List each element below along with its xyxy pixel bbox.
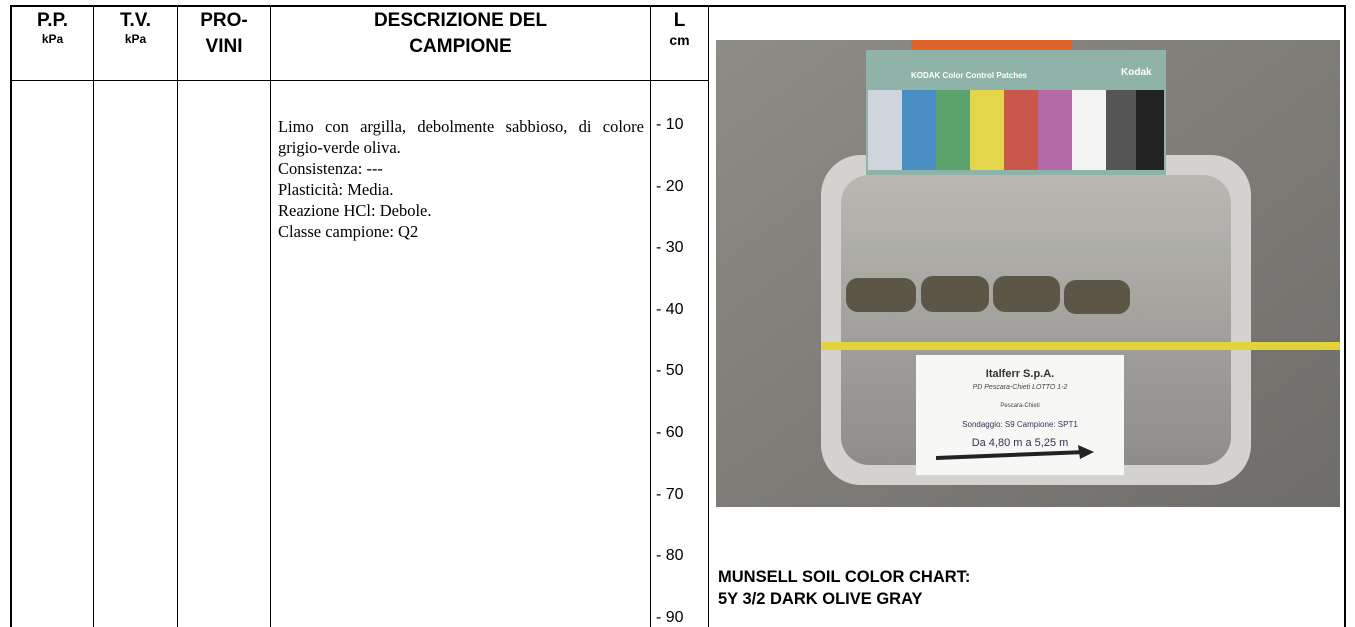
rule (650, 5, 651, 627)
rule (10, 5, 12, 627)
photo-text: Da 4,80 m a 5,25 m (972, 437, 1069, 449)
description: Limo con argilla, debolmente sabbioso, d… (278, 116, 644, 242)
sample-photo: KODAK Color Control Patches Kodak Italfe… (716, 40, 1340, 507)
depth-mark: - 90 (656, 608, 684, 626)
depth-mark: - 50 (656, 362, 684, 380)
description-line: Classe campione: Q2 (278, 222, 419, 241)
photo-text: KODAK Color Control Patches (911, 71, 1028, 80)
photo-text: PD Pescara-Chieti LOTTO 1-2 (973, 384, 1068, 391)
depth-mark: - 60 (656, 424, 684, 441)
rule (1344, 5, 1346, 627)
munsell-line: MUNSELL SOIL COLOR CHART: (718, 568, 971, 586)
header-title: T.V. (120, 10, 151, 31)
depth-mark: - 80 (656, 547, 684, 565)
header-title: L (673, 10, 686, 31)
header-unit: cm (669, 32, 690, 48)
header-unit: kPa (41, 32, 64, 46)
rule (270, 5, 271, 627)
rule (93, 5, 94, 627)
rule (177, 5, 178, 627)
description-summary: Limo con argilla, debolmente sabbioso, d… (278, 117, 644, 157)
rule (10, 80, 709, 81)
munsell-line: 5Y 3/2 DARK OLIVE GRAY (718, 590, 923, 608)
photo-text: Sondaggio: S9 Campione: SPT1 (962, 420, 1078, 429)
header-descrizione: DESCRIZIONE DEL CAMPIONE (271, 10, 650, 58)
header-title: P.P. (36, 10, 68, 31)
depth-mark: - 30 (656, 239, 684, 257)
depth-mark: - 70 (656, 485, 684, 503)
depth-mark: - 20 (656, 177, 684, 195)
photo-text: Kodak (1121, 67, 1152, 78)
header-title: VINI (205, 36, 243, 57)
header-pp: P.P. kPa (12, 10, 93, 46)
description-line: Plasticità: Media. (278, 180, 394, 199)
photo-text: Italferr S.p.A. (986, 368, 1054, 380)
photo-text: Pescara-Chieti (1000, 403, 1039, 409)
header-title: PRO- (200, 10, 248, 31)
header-title: CAMPIONE (409, 36, 512, 57)
header-length: L cm (651, 10, 708, 48)
rule (10, 5, 1346, 7)
header-tv: T.V. kPa (94, 10, 177, 46)
description-line: Consistenza: --- (278, 159, 383, 178)
depth-mark: - 10 (656, 116, 684, 133)
header-provini: PRO- VINI (178, 10, 270, 58)
rule (708, 5, 709, 627)
depth-mark: - 40 (656, 300, 684, 318)
header-title: DESCRIZIONE DEL (373, 10, 548, 31)
header-unit: kPa (124, 32, 147, 46)
description-line: Reazione HCl: Debole. (278, 201, 432, 220)
